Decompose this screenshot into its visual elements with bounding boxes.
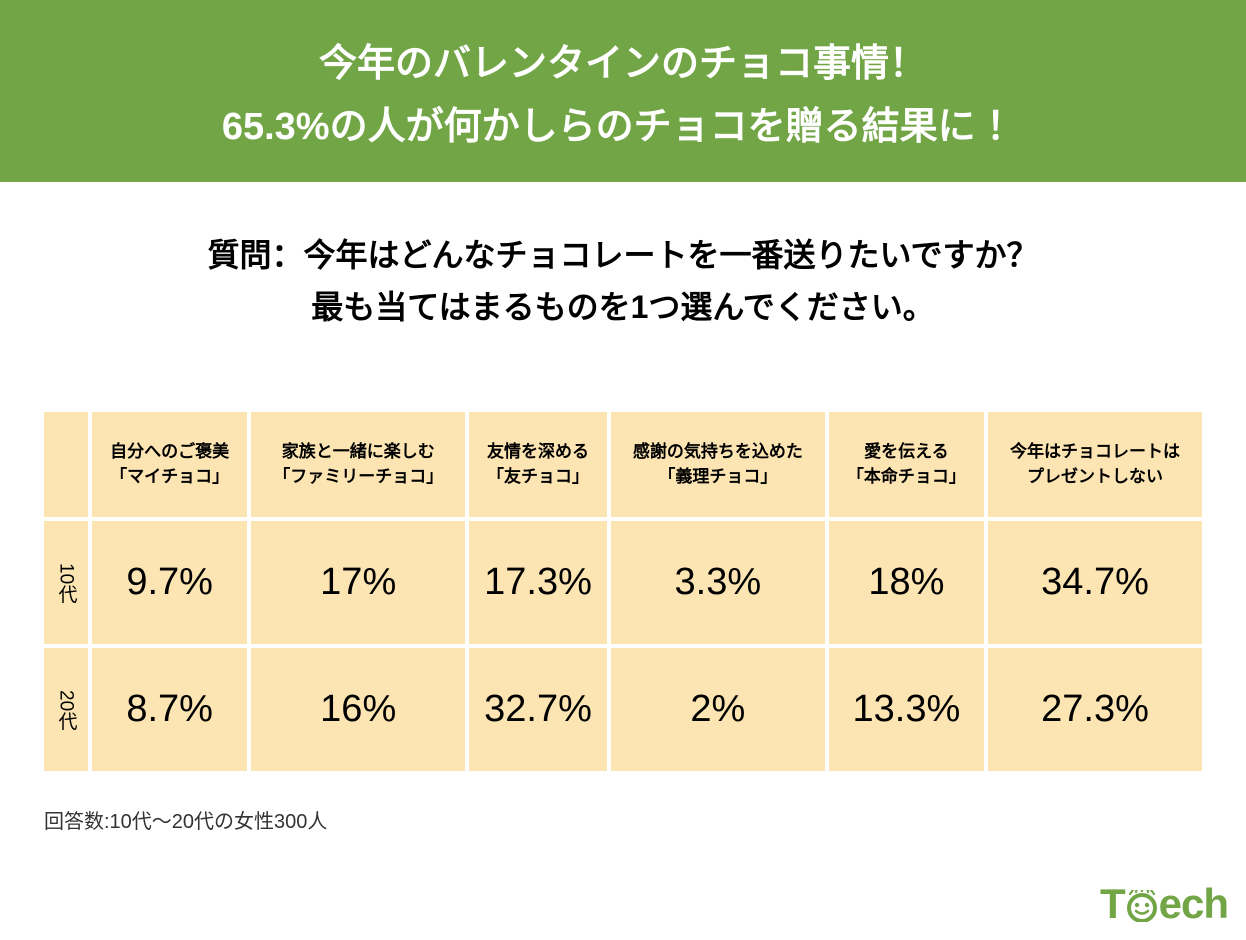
table-col-header: 今年はチョコレートはプレゼントしない [988, 412, 1202, 517]
logo: T ech [1100, 880, 1228, 928]
col-label: 感謝の気持ちを込めた「義理チョコ」 [633, 442, 803, 486]
table-corner [44, 412, 88, 517]
table-col-header: 愛を伝える「本命チョコ」 [829, 412, 984, 517]
data-cell: 2% [611, 648, 825, 771]
col-label: 自分へのご褒美「マイチョコ」 [110, 442, 229, 486]
question-line2: 最も当てはまるものを1つ選んでください。 [20, 282, 1226, 328]
col-label: 今年はチョコレートはプレゼントしない [1010, 442, 1180, 486]
row-label: 10代 [44, 521, 88, 644]
table-row: 20代 8.7% 16% 32.7% 2% 13.3% 27.3% [44, 648, 1202, 771]
survey-table: 自分へのご褒美「マイチョコ」 家族と一緒に楽しむ「ファミリーチョコ」 友情を深め… [40, 408, 1206, 775]
col-label: 家族と一緒に楽しむ「ファミリーチョコ」 [273, 442, 443, 486]
data-cell: 17% [251, 521, 465, 644]
table-col-header: 家族と一緒に楽しむ「ファミリーチョコ」 [251, 412, 465, 517]
smiley-icon [1126, 890, 1158, 922]
data-cell: 3.3% [611, 521, 825, 644]
data-cell: 27.3% [988, 648, 1202, 771]
data-cell: 16% [251, 648, 465, 771]
table-col-header: 友情を深める「友チョコ」 [469, 412, 607, 517]
header-banner: 今年のバレンタインのチョコ事情！ 65.3%の人が何かしらのチョコを贈る結果に … [0, 0, 1246, 182]
data-cell: 8.7% [92, 648, 247, 771]
header-title-line1: 今年のバレンタインのチョコ事情！ [20, 32, 1226, 87]
logo-text-after: ech [1159, 880, 1228, 928]
question-block: 質問：今年はどんなチョコレートを一番送りたいですか？ 最も当てはまるものを1つ選… [0, 182, 1246, 368]
table-col-header: 自分へのご褒美「マイチョコ」 [92, 412, 247, 517]
col-label: 友情を深める「友チョコ」 [487, 442, 589, 486]
data-cell: 34.7% [988, 521, 1202, 644]
table-row: 10代 9.7% 17% 17.3% 3.3% 18% 34.7% [44, 521, 1202, 644]
row-label: 20代 [44, 648, 88, 771]
data-cell: 18% [829, 521, 984, 644]
table-container: 自分へのご褒美「マイチョコ」 家族と一緒に楽しむ「ファミリーチョコ」 友情を深め… [0, 368, 1246, 775]
col-label: 愛を伝える「本命チョコ」 [847, 442, 966, 486]
footnote: 回答数:10代～20代の女性300人 [0, 775, 1246, 834]
header-title-line2: 65.3%の人が何かしらのチョコを贈る結果に ！ [20, 95, 1226, 150]
logo-text-before: T [1100, 880, 1125, 928]
question-line1: 質問：今年はどんなチョコレートを一番送りたいですか？ [20, 230, 1226, 276]
data-cell: 32.7% [469, 648, 607, 771]
table-col-header: 感謝の気持ちを込めた「義理チョコ」 [611, 412, 825, 517]
data-cell: 13.3% [829, 648, 984, 771]
data-cell: 17.3% [469, 521, 607, 644]
data-cell: 9.7% [92, 521, 247, 644]
